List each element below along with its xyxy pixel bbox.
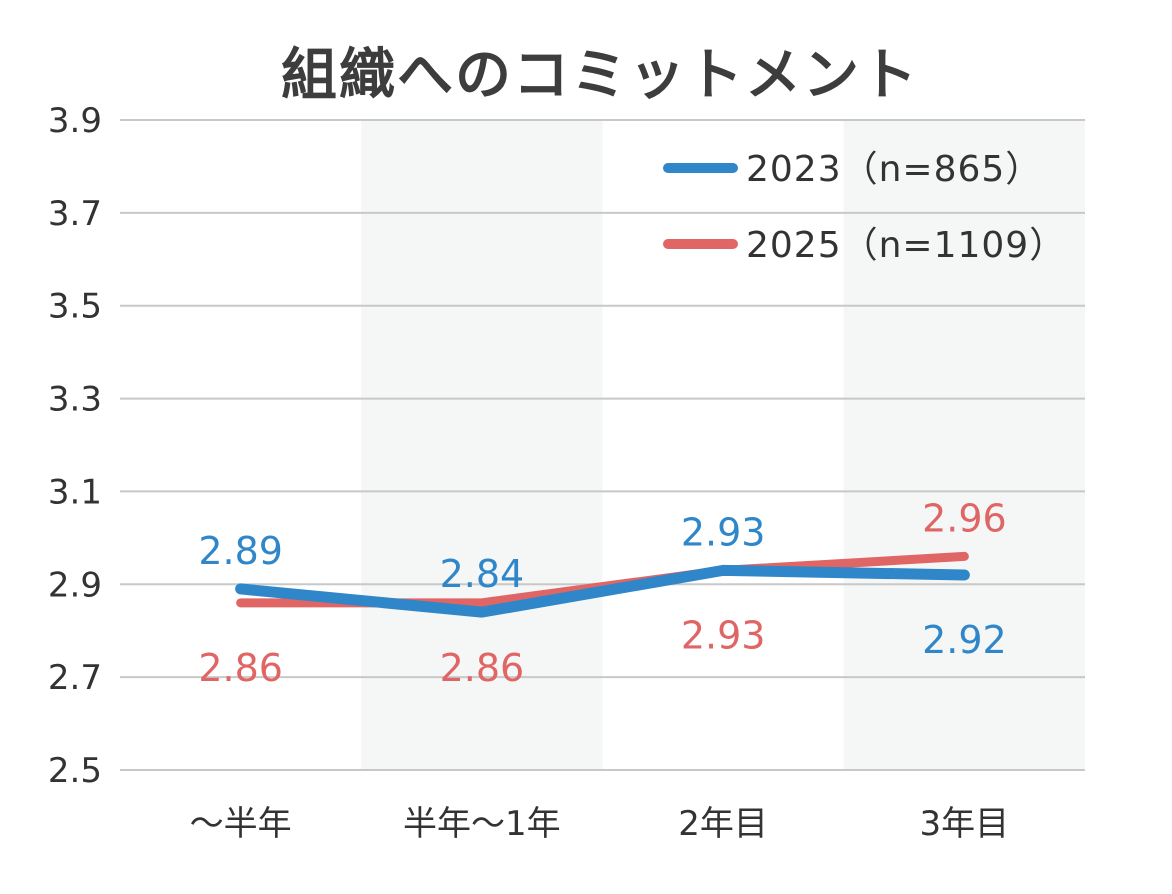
y-tick-label: 3.5 <box>48 287 102 327</box>
data-label: 2.86 <box>198 646 283 690</box>
data-label: 2.93 <box>681 510 766 554</box>
chart-title: 組織へのコミットメント <box>281 43 919 108</box>
legend-label: 2025（n=1109） <box>746 225 1066 266</box>
background-band <box>843 120 1085 770</box>
data-label: 2.84 <box>440 552 525 596</box>
gridlines <box>120 119 1085 771</box>
data-label: 2.92 <box>922 618 1007 662</box>
legend: 2023（n=865） 2025（n=1109） <box>663 149 1066 266</box>
series-lines <box>235 551 970 618</box>
background-bands <box>361 120 1085 770</box>
y-tick-label: 2.5 <box>48 751 102 791</box>
x-category-label: 〜半年 <box>190 804 292 844</box>
x-category-label: 半年〜1年 <box>403 804 561 844</box>
background-band <box>361 120 603 770</box>
x-category-label: 3年目 <box>920 804 1010 844</box>
data-label: 2.96 <box>922 496 1007 540</box>
x-axis-categories: 〜半年 半年〜1年 2年目 3年目 <box>190 804 1010 844</box>
data-label: 2.86 <box>440 646 525 690</box>
legend-label: 2023（n=865） <box>746 149 1042 190</box>
y-tick-label: 3.3 <box>48 380 102 420</box>
data-label: 2.89 <box>198 529 283 573</box>
y-tick-label: 3.9 <box>48 101 102 141</box>
y-tick-label: 3.7 <box>48 194 102 234</box>
y-tick-label: 2.7 <box>48 658 102 698</box>
data-labels: 2.89 2.84 2.93 2.92 2.86 2.86 2.93 2.96 <box>198 496 1006 689</box>
y-axis-ticks: 3.9 3.7 3.5 3.3 3.1 2.9 2.7 2.5 <box>48 101 102 791</box>
data-label: 2.93 <box>681 613 766 657</box>
series-line-2023 <box>235 564 970 618</box>
x-category-label: 2年目 <box>678 804 768 844</box>
y-tick-label: 3.1 <box>48 472 102 512</box>
y-tick-label: 2.9 <box>48 565 102 605</box>
